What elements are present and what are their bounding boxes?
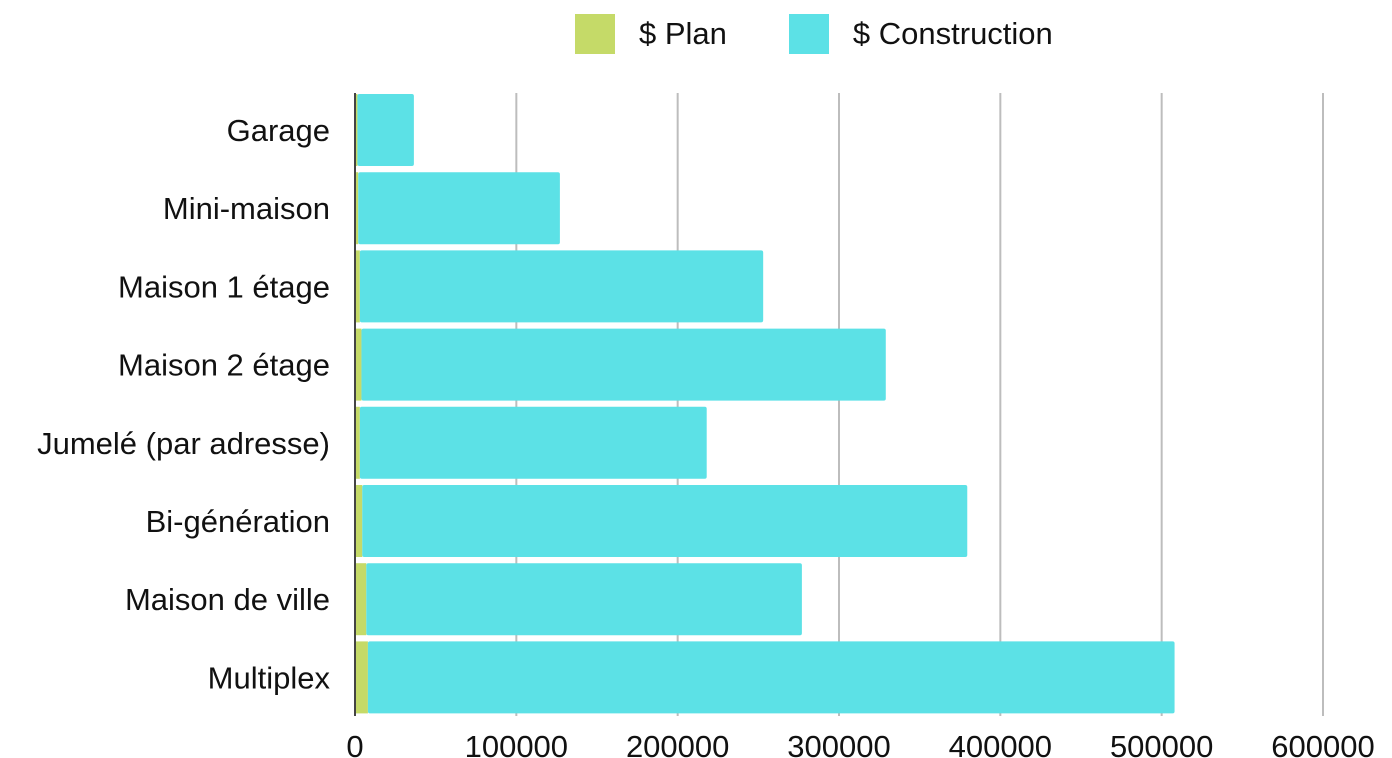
legend-item-construction: $ Construction bbox=[788, 14, 1053, 54]
bar-plan bbox=[355, 250, 360, 323]
category-label: Maison de ville bbox=[125, 582, 330, 617]
bar-construction bbox=[361, 328, 886, 401]
bar-plan bbox=[355, 328, 362, 401]
bar-construction bbox=[358, 172, 560, 245]
x-tick-label: 300000 bbox=[787, 729, 890, 758]
category-label: Bi-génération bbox=[146, 504, 330, 539]
category-label: Maison 1 étage bbox=[118, 269, 330, 304]
bar-plan bbox=[355, 641, 368, 714]
chart-legend: $ Plan $ Construction bbox=[575, 14, 1115, 54]
legend-label-plan: $ Plan bbox=[639, 16, 727, 51]
bar-construction bbox=[357, 94, 414, 166]
category-label: Garage bbox=[227, 113, 330, 148]
x-tick-label: 0 bbox=[346, 729, 363, 758]
category-label: Jumelé (par adresse) bbox=[37, 426, 330, 461]
bars bbox=[355, 94, 1175, 714]
category-label: Mini-maison bbox=[163, 191, 330, 226]
bar-construction bbox=[362, 485, 968, 557]
labels: 0 100000 200000 300000 400000 500000 600000 Gar… bbox=[37, 113, 1375, 758]
category-label: Maison 2 étage bbox=[118, 348, 330, 383]
legend-swatch-construction bbox=[788, 14, 829, 54]
bar-plan bbox=[355, 485, 363, 557]
category-label: Multiplex bbox=[208, 660, 331, 695]
bar-construction bbox=[359, 250, 764, 323]
x-tick-label: 400000 bbox=[949, 729, 1052, 758]
bar-plan bbox=[355, 172, 359, 245]
bar-construction bbox=[359, 406, 707, 479]
x-tick-label: 200000 bbox=[626, 729, 729, 758]
x-tick-label: 600000 bbox=[1271, 729, 1374, 758]
bar-plan bbox=[355, 94, 358, 166]
x-tick-label: 500000 bbox=[1110, 729, 1213, 758]
legend-label-construction: $ Construction bbox=[852, 16, 1053, 51]
legend-swatch-plan bbox=[575, 14, 615, 54]
bar-plan bbox=[355, 563, 367, 636]
x-tick-label: 100000 bbox=[465, 729, 568, 758]
legend-item-plan: $ Plan bbox=[575, 14, 727, 54]
bar-plan bbox=[355, 406, 360, 479]
bar-construction bbox=[367, 641, 1175, 714]
bar-construction bbox=[366, 563, 802, 636]
